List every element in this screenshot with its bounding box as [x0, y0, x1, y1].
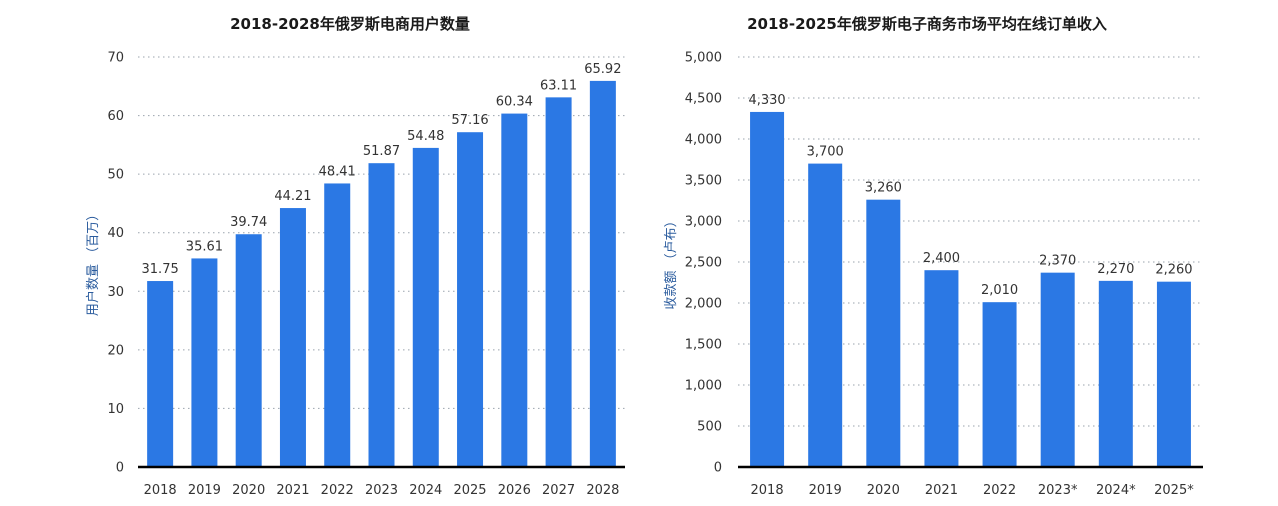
revenue-bar: [1098, 280, 1133, 467]
users-data-label: 63.11: [540, 78, 577, 93]
users-x-tick-label: 2024: [409, 483, 442, 498]
users-data-label: 54.48: [407, 129, 444, 144]
users-chart-x-ticks: 2018 2019 2020 2021 2022 2023 2024 2025 2026 2027…: [144, 483, 620, 498]
users-x-tick-label: 2028: [586, 483, 619, 498]
revenue-bar: [1156, 281, 1191, 467]
users-bar: [279, 208, 306, 467]
revenue-chart-y-ticks: 0 500 1,000 1,500 2,000 2,500 3,000 3,500 4,000 4…: [685, 51, 722, 476]
users-bar: [368, 163, 395, 467]
revenue-y-tick-label: 0: [714, 461, 722, 476]
users-x-tick-label: 2023: [365, 483, 398, 498]
users-chart-title: 2018-2028年俄罗斯电商用户数量: [230, 15, 470, 33]
revenue-x-tick-label: 2021: [925, 483, 958, 498]
revenue-chart-title: 2018-2025年俄罗斯电子商务市场平均在线订单收入: [747, 15, 1107, 33]
revenue-y-tick-label: 2,000: [685, 297, 722, 312]
users-chart-bars: [147, 80, 616, 467]
revenue-chart-bars: [750, 111, 1191, 467]
revenue-data-label: 2,400: [923, 251, 960, 266]
revenue-y-tick-label: 1,000: [685, 379, 722, 394]
revenue-data-label: 3,700: [807, 145, 844, 160]
revenue-y-tick-label: 1,500: [685, 338, 722, 353]
revenue-x-tick-label: 2024*: [1096, 483, 1136, 498]
users-x-tick-label: 2026: [498, 483, 531, 498]
users-y-tick-label: 50: [107, 168, 124, 183]
users-y-tick-label: 0: [116, 461, 124, 476]
users-y-tick-label: 10: [107, 402, 124, 417]
revenue-data-label: 2,010: [981, 283, 1018, 298]
revenue-bar: [866, 199, 901, 467]
revenue-chart-y-label: 收款额 （卢布）: [663, 214, 679, 309]
users-data-label: 51.87: [363, 144, 400, 159]
users-y-tick-label: 30: [107, 285, 124, 300]
revenue-y-tick-label: 3,000: [685, 215, 722, 230]
revenue-y-tick-label: 4,000: [685, 133, 722, 148]
revenue-y-tick-label: 4,500: [685, 92, 722, 107]
revenue-y-tick-label: 5,000: [685, 51, 722, 66]
users-chart-gridlines: [138, 56, 625, 409]
revenue-x-tick-label: 2022: [983, 483, 1016, 498]
users-bar: [324, 183, 351, 467]
users-bar: [147, 281, 174, 467]
users-x-tick-label: 2020: [232, 483, 265, 498]
users-x-tick-label: 2018: [144, 483, 177, 498]
users-x-tick-label: 2022: [321, 483, 354, 498]
revenue-bar: [924, 270, 959, 467]
users-chart: 2018-2028年俄罗斯电商用户数量 0 10 20 30 40 50 60 70 31.7…: [85, 15, 625, 498]
users-data-label: 60.34: [496, 95, 533, 110]
users-y-tick-label: 20: [107, 343, 124, 358]
users-data-label: 44.21: [274, 189, 311, 204]
users-x-tick-label: 2025: [453, 483, 486, 498]
revenue-chart-x-ticks: 2018 2019 2020 2021 2022 2023* 2024* 2025*: [751, 483, 1195, 498]
revenue-chart-gridlines: [738, 56, 1203, 427]
users-data-label: 35.61: [186, 239, 223, 254]
users-bar: [589, 80, 616, 467]
revenue-x-tick-label: 2025*: [1154, 483, 1194, 498]
users-chart-data-labels: 31.75 35.61 39.74 44.21 48.41 51.87 54.48 57.16…: [142, 62, 622, 277]
revenue-data-label: 3,260: [865, 181, 902, 196]
users-data-label: 39.74: [230, 215, 267, 230]
revenue-bar: [750, 111, 785, 467]
revenue-y-tick-label: 3,500: [685, 174, 722, 189]
users-x-tick-label: 2021: [276, 483, 309, 498]
revenue-chart: 2018-2025年俄罗斯电子商务市场平均在线订单收入 0 500 1,000 1,5…: [663, 15, 1203, 498]
users-bar: [191, 258, 218, 467]
users-chart-y-label: 用户数量 （百万）: [85, 208, 101, 316]
users-bar: [501, 113, 528, 467]
users-y-tick-label: 60: [107, 109, 124, 124]
revenue-data-label: 2,270: [1097, 262, 1134, 277]
users-bar: [235, 234, 262, 467]
users-data-label: 31.75: [142, 262, 179, 277]
users-data-label: 57.16: [451, 113, 488, 128]
users-bar: [457, 132, 484, 467]
revenue-data-label: 2,260: [1155, 263, 1192, 278]
users-y-tick-label: 40: [107, 226, 124, 241]
revenue-x-tick-label: 2018: [751, 483, 784, 498]
revenue-bar: [808, 163, 843, 467]
users-x-tick-label: 2019: [188, 483, 221, 498]
users-x-tick-label: 2027: [542, 483, 575, 498]
users-data-label: 65.92: [584, 62, 621, 77]
revenue-chart-data-labels: 4,330 3,700 3,260 2,400 2,010 2,370 2,270 2,260: [748, 93, 1192, 298]
revenue-data-label: 2,370: [1039, 254, 1076, 269]
revenue-bar: [982, 302, 1017, 467]
revenue-y-tick-label: 2,500: [685, 256, 722, 271]
revenue-x-tick-label: 2019: [809, 483, 842, 498]
users-bar: [545, 97, 572, 467]
users-bar: [412, 147, 439, 467]
users-chart-y-ticks: 0 10 20 30 40 50 60 70: [107, 51, 124, 476]
users-y-tick-label: 70: [107, 51, 124, 66]
revenue-x-tick-label: 2020: [867, 483, 900, 498]
revenue-y-tick-label: 500: [697, 420, 722, 435]
users-data-label: 48.41: [319, 164, 356, 179]
revenue-x-tick-label: 2023*: [1038, 483, 1078, 498]
revenue-data-label: 4,330: [748, 93, 785, 108]
revenue-bar: [1040, 272, 1075, 467]
